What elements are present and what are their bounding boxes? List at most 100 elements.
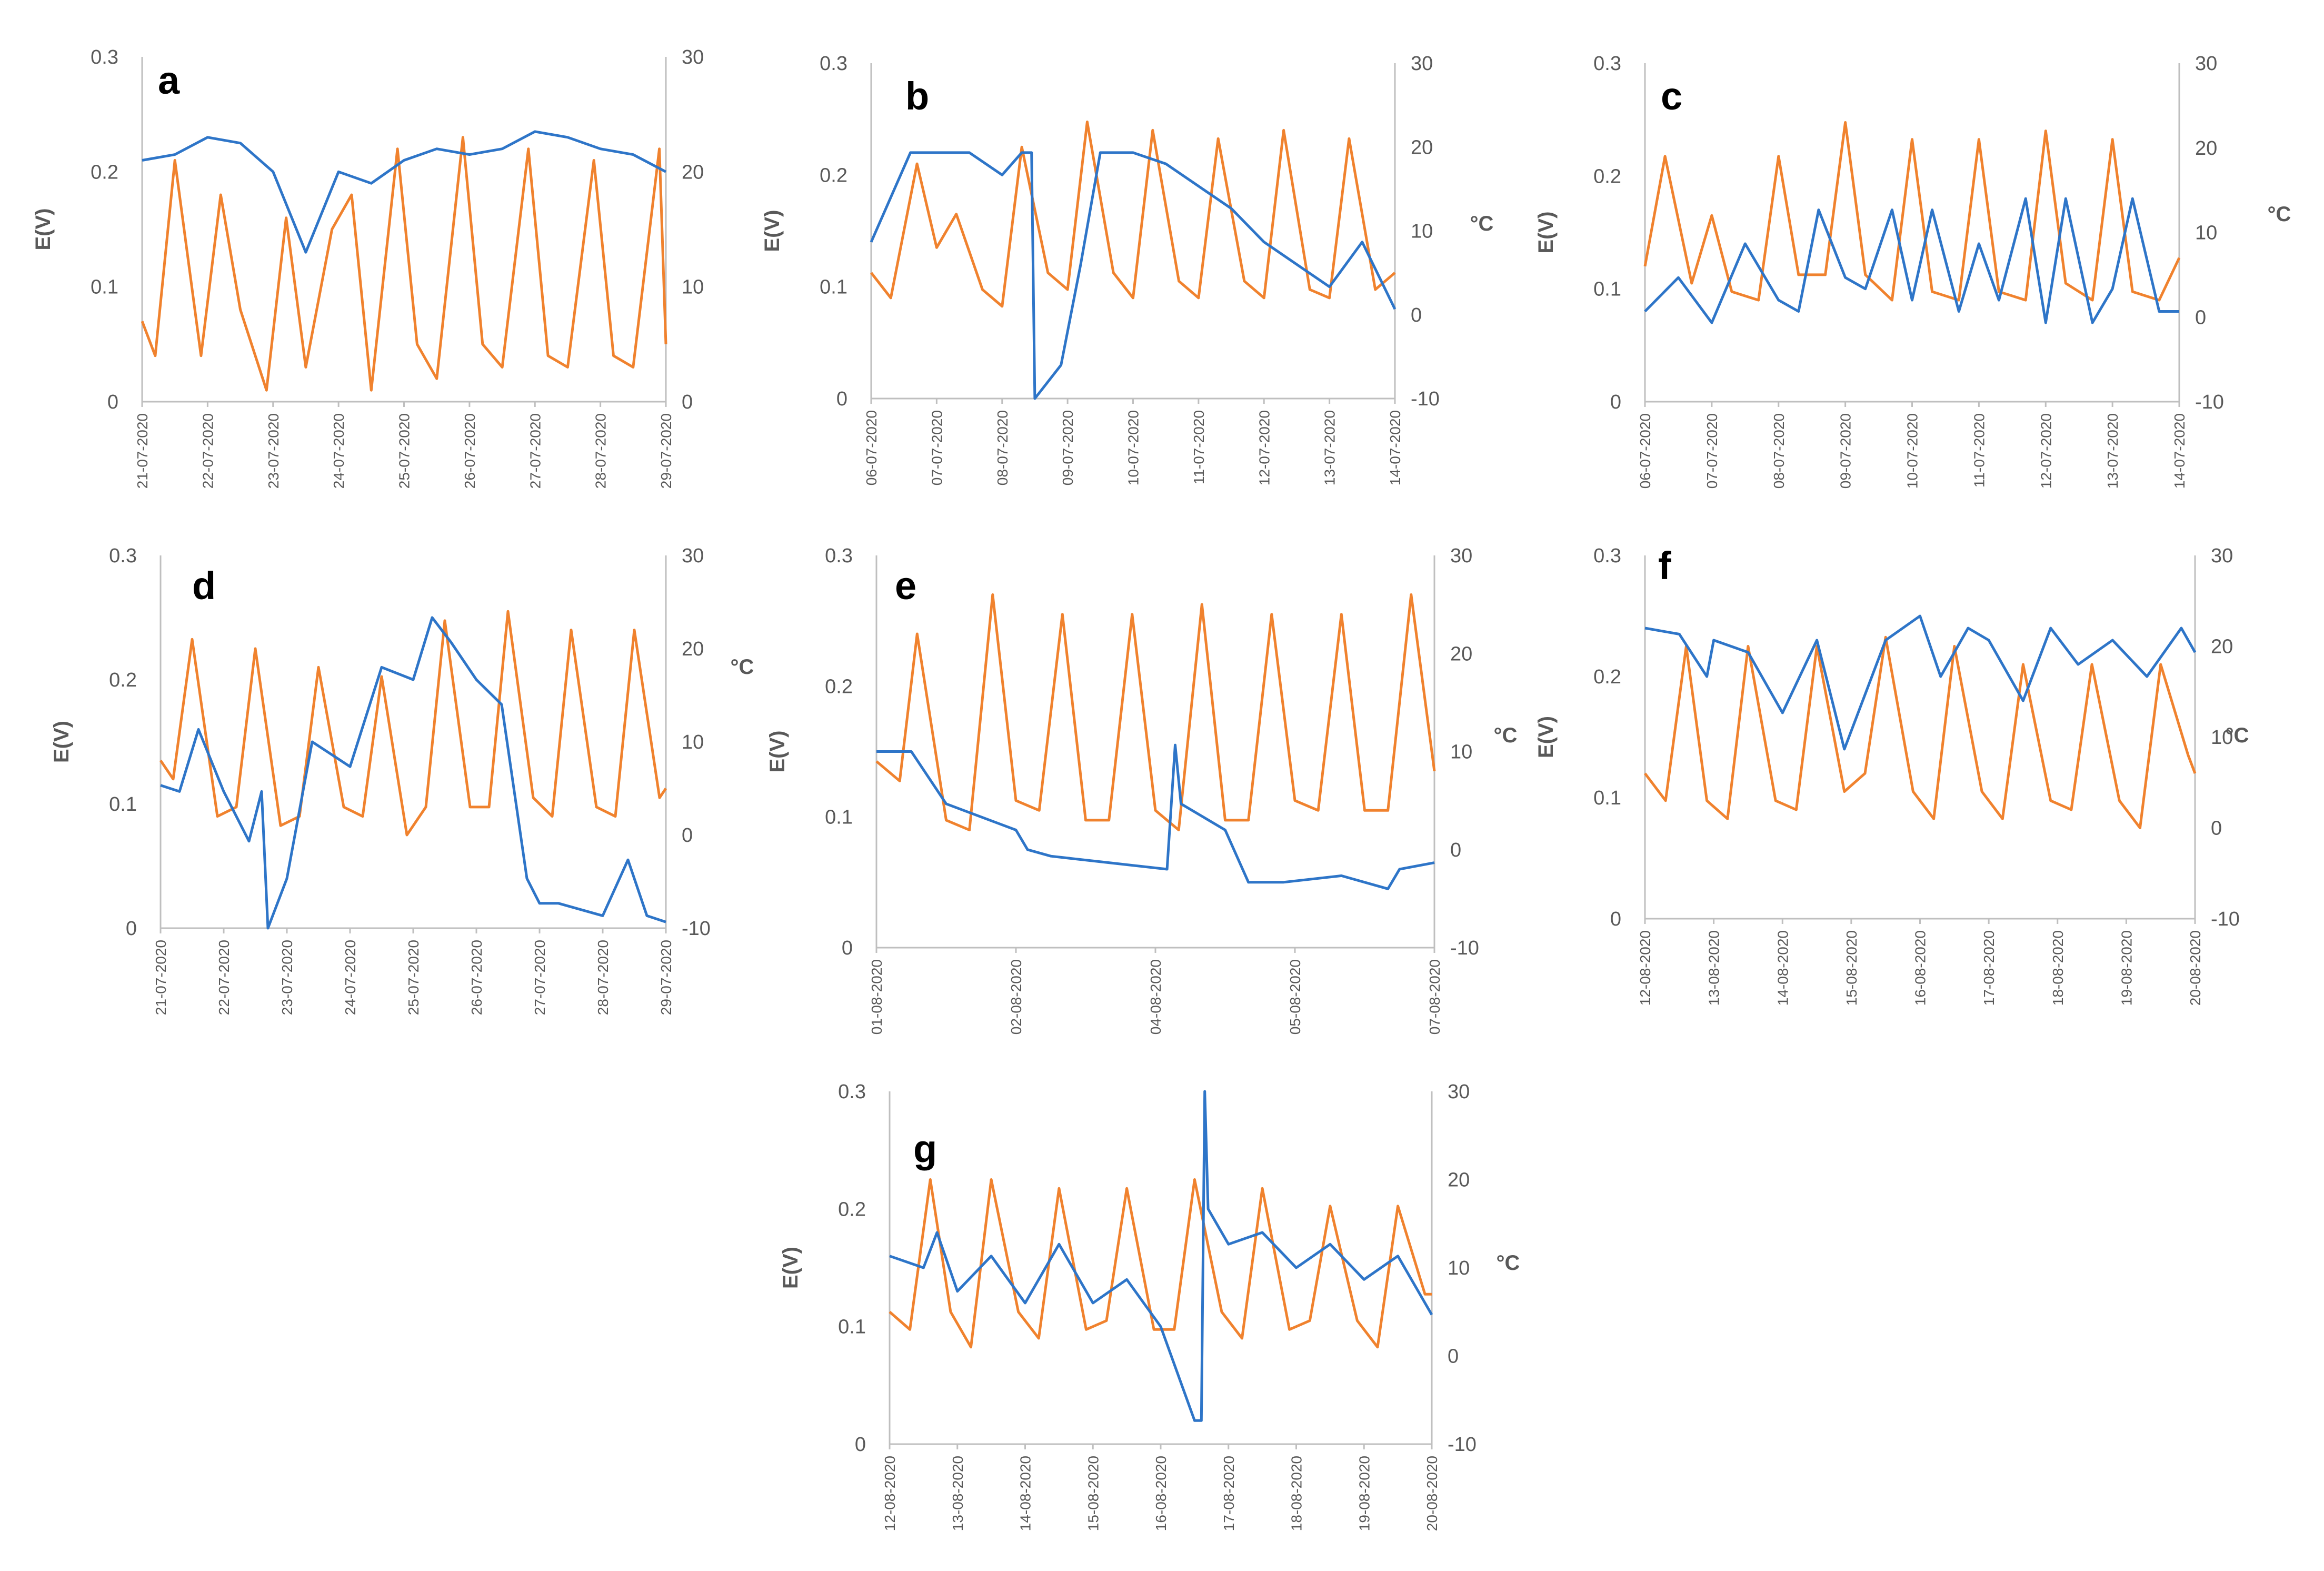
left-tick-label: 0.1	[1593, 279, 1621, 301]
left-tick-label: 0.3	[91, 46, 118, 68]
left-axis-title: E(V)	[761, 210, 784, 252]
right-tick-label: 0	[682, 391, 693, 413]
left-tick-label: 0	[126, 918, 137, 940]
panel-b: 0 0.1 0.2 0.3 -10 0 10 20 30 06-07-2020 07-07-2020…	[761, 53, 1493, 485]
right-tick-label: 20	[682, 638, 704, 660]
x-tick-label: 15-08-2020	[1085, 1456, 1101, 1531]
x-tick-label: 25-07-2020	[405, 940, 422, 1015]
x-tick-label: 20-08-2020	[1424, 1456, 1440, 1531]
x-tick-label: 19-08-2020	[1356, 1456, 1372, 1531]
panel-g: 0 0.1 0.2 0.3 -10 0 10 20 30 12-08-2020 13-08-2020…	[779, 1081, 1520, 1531]
right-tick-label: 20	[1450, 643, 1472, 665]
right-tick-label: 10	[2195, 222, 2217, 244]
right-tick-label: -10	[2211, 908, 2240, 930]
x-tick-label: 18-08-2020	[2050, 930, 2066, 1006]
left-tick-label: 0.1	[1593, 787, 1621, 809]
left-tick-label: 0.1	[825, 807, 853, 829]
left-tick-label: 0.2	[825, 675, 853, 698]
voltage-series-line	[142, 130, 667, 254]
x-tick-label: 13-07-2020	[1322, 410, 1338, 485]
left-tick-label: 0.2	[838, 1198, 866, 1220]
left-tick-label: 0.3	[109, 545, 137, 567]
x-tick-label: 20-08-2020	[2187, 930, 2203, 1006]
right-tick-label: 30	[1450, 545, 1472, 567]
x-tick-label: 29-07-2020	[658, 940, 674, 1015]
x-tick-label: 11-07-2020	[1971, 413, 1987, 488]
right-axis-title: °C	[731, 655, 754, 679]
x-tick-label: 19-08-2020	[2118, 930, 2135, 1006]
x-tick-label: 25-07-2020	[396, 413, 413, 489]
left-tick-label: 0.3	[838, 1081, 866, 1103]
panel-letter: f	[1658, 544, 1671, 588]
x-tick-label: 29-07-2020	[658, 413, 674, 489]
x-tick-label: 17-08-2020	[1981, 930, 1997, 1006]
voltage-series-line	[1644, 614, 2197, 751]
x-tick-label: 07-07-2020	[1704, 413, 1720, 489]
right-tick-label: 0	[2195, 306, 2206, 329]
panel-letter: e	[895, 564, 916, 608]
x-tick-label: 27-07-2020	[527, 413, 543, 489]
left-axis-title: E(V)	[50, 721, 73, 763]
x-tick-label: 16-08-2020	[1912, 930, 1929, 1006]
right-tick-label: 0	[1411, 304, 1422, 326]
voltage-series-line	[870, 151, 1397, 400]
temperature-series-line	[870, 121, 1396, 308]
x-tick-label: 24-07-2020	[342, 940, 358, 1015]
left-tick-label: 0.2	[1593, 165, 1621, 187]
x-tick-label: 14-08-2020	[1774, 930, 1791, 1006]
right-tick-label: 30	[2195, 53, 2217, 75]
right-tick-label: 10	[682, 276, 704, 299]
right-tick-label: 10	[682, 731, 704, 753]
left-axis-title: E(V)	[779, 1247, 802, 1289]
x-tick-label: 09-07-2020	[1060, 410, 1076, 485]
right-tick-label: -10	[1448, 1434, 1477, 1456]
left-tick-label: 0.1	[109, 793, 137, 816]
x-tick-label: 07-07-2020	[929, 410, 945, 485]
x-tick-label: 17-08-2020	[1221, 1456, 1237, 1531]
x-tick-label: 14-07-2020	[2171, 413, 2188, 489]
left-axis-title: E(V)	[1534, 212, 1558, 254]
temperature-series-line	[875, 593, 1436, 831]
right-tick-label: 30	[682, 46, 704, 68]
x-tick-label: 13-08-2020	[950, 1456, 966, 1531]
left-tick-label: 0	[107, 391, 118, 413]
panel-letter: g	[913, 1127, 937, 1171]
left-tick-label: 0.1	[838, 1316, 866, 1338]
x-tick-label: 21-07-2020	[153, 940, 169, 1015]
x-tick-label: 22-07-2020	[216, 940, 232, 1015]
x-tick-label: 28-07-2020	[593, 413, 609, 489]
x-tick-label: 14-08-2020	[1018, 1456, 1034, 1531]
x-tick-label: 18-08-2020	[1289, 1456, 1305, 1531]
x-tick-label: 08-07-2020	[1771, 413, 1787, 489]
right-tick-label: 10	[1450, 741, 1472, 763]
left-tick-label: 0.2	[1593, 666, 1621, 688]
left-tick-label: 0	[1610, 908, 1621, 930]
panel-d: 0 0.1 0.2 0.3 -10 0 10 20 30 21-07-2020 22-07-2020…	[50, 545, 754, 1015]
panel-a: 0 0.1 0.2 0.3 0 10 20 30 21-07-2020 22-07-2020 23-…	[32, 46, 704, 489]
voltage-series-line	[889, 1090, 1433, 1422]
x-tick-label: 02-08-2020	[1008, 959, 1024, 1035]
left-tick-label: 0	[836, 388, 847, 410]
x-tick-label: 23-07-2020	[279, 940, 295, 1015]
x-tick-label: 23-07-2020	[265, 413, 282, 489]
left-tick-label: 0	[842, 937, 853, 959]
left-tick-label: 0.2	[820, 164, 847, 186]
left-tick-label: 0	[855, 1434, 866, 1456]
right-tick-label: 20	[682, 161, 704, 183]
x-tick-label: 16-08-2020	[1153, 1456, 1169, 1531]
right-axis-title: °C	[2268, 203, 2291, 226]
x-tick-label: 08-07-2020	[994, 410, 1011, 485]
right-tick-label: 10	[1411, 221, 1433, 243]
panel-e: 0 0.1 0.2 0.3 -10 0 10 20 30 01-08-2020 02-08-2020…	[766, 545, 1517, 1035]
x-tick-label: 13-08-2020	[1706, 930, 1722, 1006]
temperature-series-line	[1643, 121, 2181, 302]
left-tick-label: 0.3	[820, 53, 847, 75]
right-axis-title: °C	[1494, 724, 1518, 747]
right-tick-label: 20	[2211, 636, 2233, 658]
left-tick-label: 0.3	[1593, 545, 1621, 567]
x-tick-label: 09-07-2020	[1838, 413, 1854, 489]
temperature-series-line	[159, 610, 667, 837]
right-tick-label: -10	[1450, 937, 1479, 959]
x-tick-label: 27-07-2020	[532, 940, 548, 1015]
x-tick-label: 01-08-2020	[869, 959, 885, 1035]
